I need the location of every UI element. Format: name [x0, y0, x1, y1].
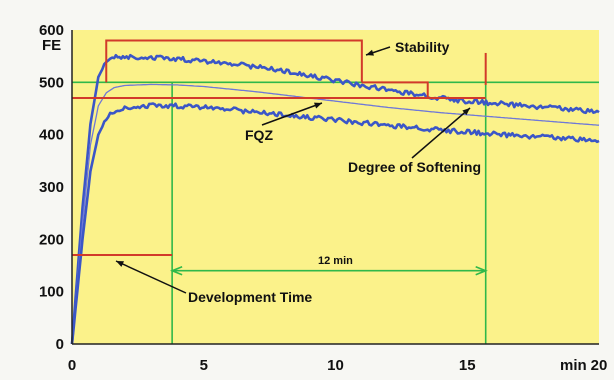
curve-mean: [71, 83, 600, 345]
axes: [71, 30, 599, 345]
y-tick-label: 200: [39, 231, 64, 248]
plot-area: [72, 30, 599, 344]
fqz-label: FQZ: [245, 127, 273, 143]
x-tick-label: 10: [327, 357, 344, 374]
softening-arrow: [411, 107, 471, 159]
twelve-min-label: 12 min: [318, 255, 353, 267]
curve-upper-band: [70, 53, 600, 345]
x-axis-label: min: [560, 357, 587, 374]
softening-arrow-head: [462, 108, 470, 116]
stability-step: [361, 81, 429, 99]
development-time-arrow: [115, 260, 187, 294]
y-tick-label: 300: [39, 179, 64, 196]
stability-label: Stability: [395, 39, 450, 55]
fqz-arrow: [261, 102, 323, 126]
y-tick-label: 100: [39, 284, 64, 301]
tick-labels: 0 100 200 300 400 500 600 0 5 10 15 20: [39, 22, 607, 374]
y-tick-label: 500: [39, 74, 64, 91]
markers: [72, 39, 487, 294]
stability-bracket: [105, 39, 363, 83]
reference-lines: [72, 81, 599, 344]
development-time-arrow-head: [116, 261, 124, 267]
x-tick-label: 0: [68, 357, 76, 374]
twelve-min-arrow-left: [169, 265, 183, 276]
x-tick-label: 5: [200, 357, 208, 374]
stability-arrow-head: [366, 49, 374, 56]
fqz-arrow-head: [314, 102, 322, 109]
twelve-min-arrow-right: [475, 265, 488, 276]
dough-curves: [70, 53, 600, 345]
y-tick-label: 600: [39, 22, 64, 39]
y-axis-label: FE: [42, 37, 61, 54]
degree-of-softening-label: Degree of Softening: [348, 159, 481, 175]
x-tick-label: 15: [459, 357, 476, 374]
development-time-label: Development Time: [188, 289, 312, 305]
y-tick-label: 0: [56, 336, 64, 353]
x-tick-label: 20: [591, 357, 608, 374]
curve-lower-band: [70, 102, 600, 345]
y-tick-label: 400: [39, 127, 64, 144]
annotations: Stability FQZ Degree of Softening 12 min…: [188, 39, 481, 305]
